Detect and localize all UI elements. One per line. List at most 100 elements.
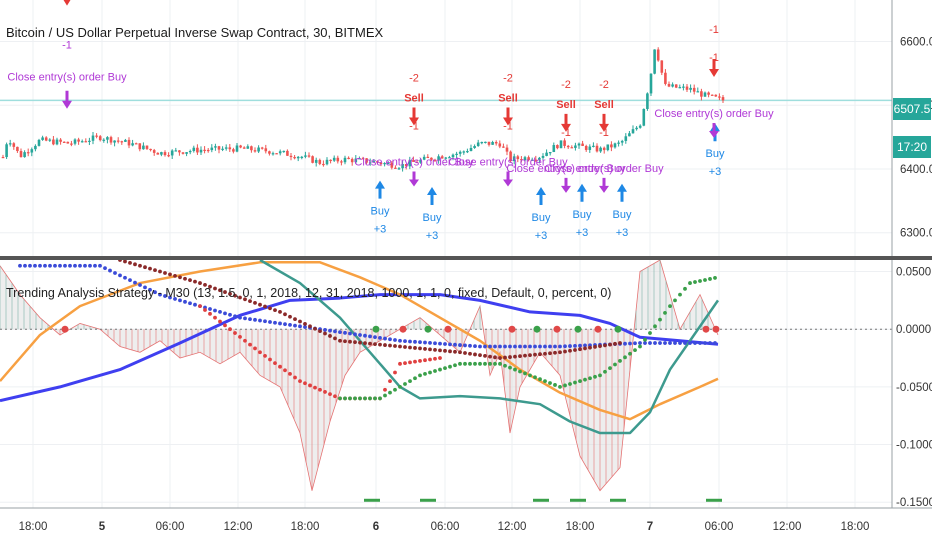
zero-marker — [508, 325, 516, 333]
blue-dot — [143, 285, 147, 290]
candle-body — [491, 142, 494, 145]
red-dot — [263, 353, 267, 358]
candle-body — [469, 147, 473, 152]
candle-body — [646, 93, 649, 109]
zero-marker — [553, 325, 561, 333]
maroon-dot — [513, 354, 517, 359]
candle-body — [34, 145, 37, 150]
candle-body — [674, 84, 678, 88]
red-dot — [278, 364, 282, 369]
x-tick-label: 12:00 — [498, 521, 527, 533]
candle-body — [566, 145, 570, 148]
candle-body — [678, 87, 682, 89]
sell-arrow — [561, 113, 571, 132]
maroon-dot — [573, 348, 577, 352]
red-dot — [418, 359, 422, 363]
close-label: Close entry(s) order Buy — [448, 156, 568, 168]
candle-body — [649, 73, 653, 94]
x-tick-label: 6 — [373, 521, 379, 533]
close-arrow — [409, 171, 419, 187]
maroon-dot — [168, 272, 172, 277]
red-dot — [268, 357, 272, 362]
candle-body — [530, 159, 534, 161]
blue-dot — [328, 328, 332, 333]
blue-dot — [263, 319, 267, 324]
green-dot — [593, 374, 597, 379]
green-dot — [668, 304, 672, 309]
maroon-dot — [418, 346, 422, 351]
sell-arrow — [409, 107, 419, 126]
candle-body — [91, 135, 95, 141]
candle-body — [458, 151, 462, 154]
maroon-dot — [483, 353, 487, 358]
maroon-dot — [478, 353, 482, 358]
maroon-dot — [228, 291, 232, 296]
orange-line — [0, 261, 719, 421]
candle-body — [311, 156, 314, 163]
blue-dot — [623, 341, 627, 346]
blue-dot — [383, 336, 387, 341]
candle-body — [235, 145, 239, 152]
green-dot — [413, 376, 417, 381]
candle-body — [26, 152, 30, 154]
candle-body — [145, 145, 149, 149]
blue-dot — [428, 341, 432, 345]
buy-qty: +3 — [426, 230, 439, 242]
maroon-dot — [593, 344, 597, 349]
candle-body — [52, 139, 55, 145]
candle-body — [422, 156, 426, 160]
bottom-marker — [706, 498, 722, 502]
maroon-dot — [558, 350, 562, 355]
zero-marker — [614, 325, 622, 333]
candle-body — [1, 156, 5, 159]
blue-dot — [28, 263, 32, 268]
close-arrow — [709, 122, 719, 138]
candle-body — [685, 86, 689, 90]
buy-label: Buy — [532, 212, 551, 224]
bottom-marker — [420, 498, 436, 502]
candle-body — [509, 151, 512, 162]
candle-body — [361, 158, 365, 160]
candle-body — [617, 142, 620, 144]
green-dot — [578, 379, 582, 384]
maroon-dot — [603, 343, 607, 348]
candle-body — [365, 158, 368, 163]
pane-separator — [0, 256, 932, 260]
candle-body — [77, 139, 80, 142]
maroon-dot — [548, 351, 552, 356]
candle-body — [707, 92, 710, 95]
blue-dot — [708, 341, 712, 345]
candle-body — [628, 133, 631, 137]
close-arrow — [62, 90, 72, 109]
blue-dot — [88, 263, 92, 268]
green-dot — [438, 367, 442, 372]
price-axis: 18:00 5 06:00 12:00 18:00 6 06:00 12:00 18:00 7 06… — [0, 0, 932, 533]
maroon-dot — [353, 340, 357, 345]
candle-body — [142, 145, 145, 150]
candle-body — [462, 151, 466, 153]
x-tick-label: 12:00 — [224, 521, 253, 533]
maroon-dot — [618, 341, 622, 345]
blue-dot — [93, 263, 97, 268]
green-dot — [548, 381, 552, 385]
green-dot — [353, 396, 357, 401]
close-qty: -1 — [62, 40, 72, 52]
blue-dot — [353, 332, 357, 337]
candle-body — [286, 150, 289, 156]
maroon-dot — [318, 329, 322, 334]
green-dot — [573, 380, 577, 385]
candle-body — [448, 157, 451, 159]
maroon-dot — [413, 346, 417, 350]
blue-dot — [238, 315, 242, 320]
sell-arrow — [709, 58, 719, 77]
candle-body — [84, 141, 88, 143]
blue-dot — [173, 297, 177, 301]
green-dot — [468, 361, 472, 366]
candle-body — [667, 83, 671, 87]
blue-dot — [473, 344, 477, 349]
histogram-area — [0, 260, 718, 491]
candle-body — [656, 49, 660, 61]
green-dot — [653, 324, 657, 329]
x-tick-label: 18:00 — [841, 521, 870, 533]
sell-label: Sell — [404, 92, 424, 104]
